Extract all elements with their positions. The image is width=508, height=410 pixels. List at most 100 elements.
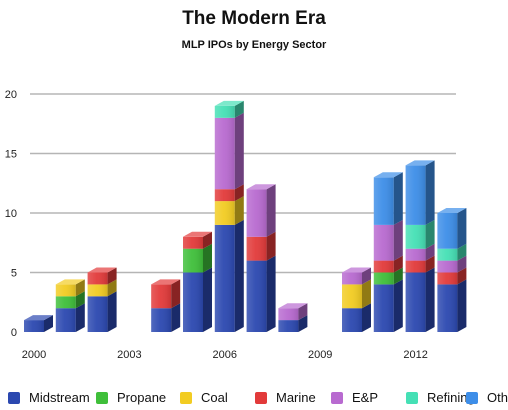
bar-stack [246,184,276,332]
bar-segment [437,243,467,261]
bar-segment [151,279,181,309]
bar-stack [278,303,308,332]
bar-segment [373,267,403,285]
bar-segment [214,112,244,190]
bar-stack [342,267,371,332]
legend-label: E&P [352,390,379,405]
bar-top-face [373,172,403,178]
bar-segment [405,255,435,273]
y-tick-label: 20 [5,89,17,101]
bar-segment [373,219,403,261]
bar-stack [55,279,85,332]
bar-stack [183,231,212,332]
legend-item: Propane [96,390,166,405]
y-tick-label: 0 [11,327,17,339]
chart-title: The Modern Era [182,8,326,29]
x-tick-label: 2000 [22,349,46,361]
bar-segment [278,303,308,321]
legend-item: Coal [180,390,228,405]
bar-segment [214,184,244,202]
bar-segment [373,172,403,225]
bar-top-face [246,184,276,190]
x-tick-label: 2003 [117,349,141,361]
bar-segment [87,267,117,285]
bar-segment [151,303,181,332]
bar-stack [151,279,181,332]
bar-segment [373,279,403,332]
bar-top-face [55,279,85,285]
legend-label: Propane [117,390,167,405]
x-tick-label: 2006 [213,349,237,361]
bar-segment [214,196,244,225]
stacked-bar-chart: 0 5 10 15 20 2000 2003 2006 2009 2012 [5,89,467,361]
legend-swatch [255,391,267,404]
legend-label: Midstream [29,390,90,405]
legend-swatch [180,391,192,404]
bar-segment [342,303,371,332]
legend-swatch [466,391,478,404]
legend-label: Other [487,390,508,405]
bar-segment [437,267,467,285]
bar-segment [183,243,212,273]
legend-swatch [8,391,20,404]
bar-stack [214,100,244,332]
bar-top-face [151,279,181,285]
x-tick-label: 2009 [308,349,332,361]
bar-stack [87,267,117,332]
x-tick-label: 2012 [403,349,427,361]
legend-item: Midstream [8,390,90,405]
y-axis-ticks: 0 5 10 15 20 [5,89,17,339]
bar-segment [405,267,435,332]
legend: Midstream Propane Coal Marine E&P Refining Oth… [0,390,508,408]
bar-top-face [87,267,117,273]
bar-segment [24,315,53,332]
bar-segment [405,243,435,261]
bar-segment [87,279,117,297]
bar-segment [214,219,244,332]
bar-segment [246,255,276,332]
bar-segment [278,315,308,332]
bar-segment [342,279,371,309]
bar-segment [214,100,244,118]
bar-top-face [437,208,467,213]
bar-segment [246,231,276,261]
y-tick-label: 15 [5,149,17,161]
legend-swatch [96,391,108,404]
bar-top-face [24,315,53,321]
legend-item: Other [466,390,508,405]
bar-segment [437,255,467,273]
bar-top-face [214,100,244,106]
bar-stack [405,160,435,332]
legend-swatch [406,391,418,404]
bar-segment [405,160,435,225]
bars [24,100,467,332]
bar-segment [246,184,276,237]
bar-segment [55,291,85,309]
x-axis-ticks: 2000 2003 2006 2009 2012 [22,349,428,361]
bar-segment [183,267,212,332]
legend-item: E&P [331,390,378,405]
bar-stack [437,208,467,332]
legend-item: Marine [255,390,316,405]
bar-top-face [278,303,308,309]
bar-segment [183,231,212,249]
bar-segment [437,208,467,249]
legend-label: Marine [276,390,316,405]
bar-top-face [342,267,371,273]
y-tick-label: 10 [5,208,17,220]
bar-top-face [405,160,435,166]
bar-stack [373,172,403,332]
bar-segment [342,267,371,285]
y-tick-label: 5 [11,268,17,280]
legend-item: Refining [406,390,475,405]
legend-swatch [331,391,343,404]
bar-top-face [183,231,212,237]
bar-segment [373,255,403,273]
bar-segment [55,279,85,297]
bar-segment [437,279,467,332]
bar-segment [405,219,435,249]
bar-segment [87,291,117,332]
legend-label: Refining [427,390,475,405]
bar-segment [55,303,85,332]
legend-label: Coal [201,390,228,405]
